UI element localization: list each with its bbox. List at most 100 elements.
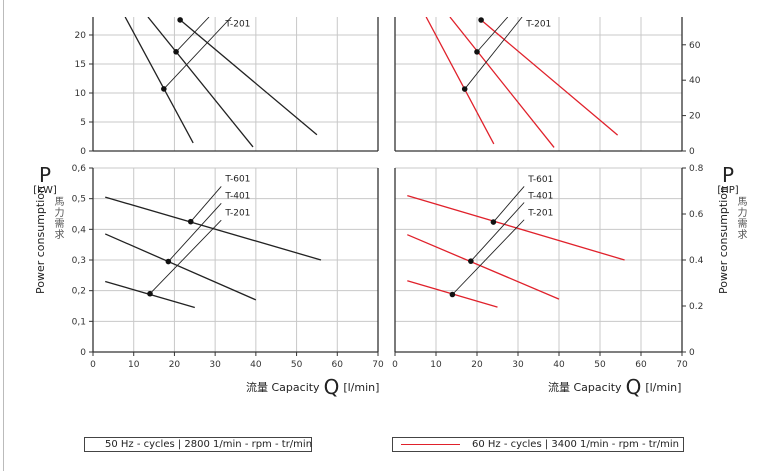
legend-label: 60 Hz - cycles | 3400 1/min - rpm - tr/m… <box>471 439 679 450</box>
x-tick-label: 50 <box>291 360 303 370</box>
y-tick-label: 5 <box>80 118 86 128</box>
series-line-2 <box>480 19 619 136</box>
series-line-2 <box>179 19 318 136</box>
y-tick-label: 0 <box>80 348 86 358</box>
y-unit: [kW] <box>33 185 57 196</box>
duty-point <box>449 291 456 298</box>
model-label: T-201 <box>224 19 250 29</box>
panel-power-50hz: 00,10,20,30,40,50,60 10 20 30 40 50 60 70T-601T… <box>72 164 384 370</box>
y-axis-symbol-right: P [HP] <box>713 165 743 196</box>
y-tick-label: 0,5 <box>72 195 86 205</box>
model-label: T-401 <box>527 192 553 202</box>
leader-line <box>476 17 509 53</box>
duty-point <box>468 258 474 264</box>
leader-line <box>464 17 523 90</box>
x-tick-label: 70 <box>372 360 384 370</box>
y-axis-label-cjk-right: 馬力需求 <box>735 196 746 240</box>
series-line-1 <box>147 17 254 148</box>
duty-point <box>187 218 194 225</box>
y-tick-label: 0.8 <box>689 164 704 174</box>
legend-item-50hz: 50 Hz - cycles | 2800 1/min - rpm - tr/m… <box>84 437 312 452</box>
plot-area: T-201 <box>124 17 318 148</box>
leader-line <box>452 219 525 295</box>
duty-point <box>177 17 183 23</box>
leader-line <box>163 17 232 90</box>
duty-point <box>474 49 480 55</box>
x-axis-title-right: 流量 Capacity Q [l/min] <box>548 375 681 399</box>
x-symbol: Q <box>323 375 340 399</box>
x-unit: [l/min] <box>343 381 380 394</box>
model-label: T-601 <box>527 175 553 185</box>
plot-area: T-601 T-401 T-201 <box>104 175 322 309</box>
y-tick-label: 0,4 <box>72 225 87 235</box>
legend-swatch <box>401 444 460 445</box>
x-tick-label: 50 <box>594 360 606 370</box>
y-tick-label: 15 <box>75 60 86 70</box>
y-tick-label: 0,3 <box>72 256 86 266</box>
x-tick-label: 10 <box>430 360 442 370</box>
legend-label: 50 Hz - cycles | 2800 1/min - rpm - tr/m… <box>105 439 313 450</box>
series-line-0 <box>124 17 194 144</box>
x-tick-label: 60 <box>332 360 344 370</box>
duty-point <box>173 49 179 55</box>
x-tick-label: 60 <box>635 360 647 370</box>
model-label: T-201 <box>527 208 553 218</box>
leader-line <box>493 186 525 223</box>
plot-area: T-601 T-401 T-201 <box>407 175 625 308</box>
y-tick-label: 0.2 <box>689 302 703 312</box>
x-unit: [l/min] <box>645 381 682 394</box>
y-tick-label: 0 <box>689 147 695 157</box>
y-tick-label: 0 <box>80 147 86 157</box>
duty-point <box>161 86 167 92</box>
x-tick-label: 20 <box>169 360 181 370</box>
series-line-1 <box>449 17 555 148</box>
page-border <box>3 0 4 471</box>
x-label: 流量 Capacity <box>246 381 320 394</box>
y-tick-label: 20 <box>75 31 87 41</box>
x-tick-label: 0 <box>392 360 398 370</box>
y-axis-symbol-left: P [kW] <box>30 165 60 196</box>
model-label: T-401 <box>224 192 250 202</box>
x-tick-label: 70 <box>676 360 688 370</box>
duty-point <box>478 17 484 23</box>
model-label: T-601 <box>224 175 250 185</box>
y-tick-label: 20 <box>689 112 701 122</box>
leader-line <box>175 17 210 53</box>
y-tick-label: 0,1 <box>72 317 86 327</box>
panel-flow-head-50hz: 0 5 10 15 20 T-201 <box>75 17 379 157</box>
y-tick-label: 0.4 <box>689 256 704 266</box>
x-tick-label: 40 <box>553 360 565 370</box>
y-unit: [HP] <box>717 185 739 196</box>
series-line-1 <box>104 233 257 301</box>
duty-point <box>147 290 153 297</box>
y-axis-label-right: Power consumption <box>717 186 730 294</box>
plot-area: T-201 <box>425 17 619 148</box>
model-label: T-201 <box>224 208 250 218</box>
y-axis-label-left: Power consumption <box>34 186 47 294</box>
x-label: 流量 Capacity <box>548 381 622 394</box>
model-label: T-201 <box>525 20 551 30</box>
y-tick-label: 10 <box>75 89 87 99</box>
y-tick-label: 60 <box>689 41 701 51</box>
y-tick-label: 0.6 <box>689 210 704 220</box>
y-symbol: P <box>721 163 735 187</box>
y-axis-label-cjk-left: 馬力需求 <box>52 196 63 240</box>
y-tick-label: 0 <box>689 348 695 358</box>
panel-flow-head-60hz: 0 20 40 60 T-201 <box>394 17 701 157</box>
y-symbol: P <box>38 163 52 187</box>
series-line-1 <box>407 234 560 300</box>
x-tick-label: 40 <box>250 360 262 370</box>
x-symbol: Q <box>625 375 642 399</box>
panel-power-60hz: 00.20.40.60.80 10 20 30 40 50 60 70T-601T-401T-… <box>392 164 703 370</box>
x-tick-label: 30 <box>209 360 221 370</box>
duty-point <box>165 258 172 265</box>
leader-line <box>190 186 222 222</box>
y-tick-label: 40 <box>689 76 701 86</box>
leader-line <box>470 202 525 262</box>
y-tick-label: 0,6 <box>72 164 87 174</box>
x-tick-label: 0 <box>90 360 96 370</box>
legend-item-60hz: 60 Hz - cycles | 3400 1/min - rpm - tr/m… <box>392 437 684 452</box>
x-axis-title-left: 流量 Capacity Q [l/min] <box>246 375 379 399</box>
duty-point <box>490 219 497 225</box>
